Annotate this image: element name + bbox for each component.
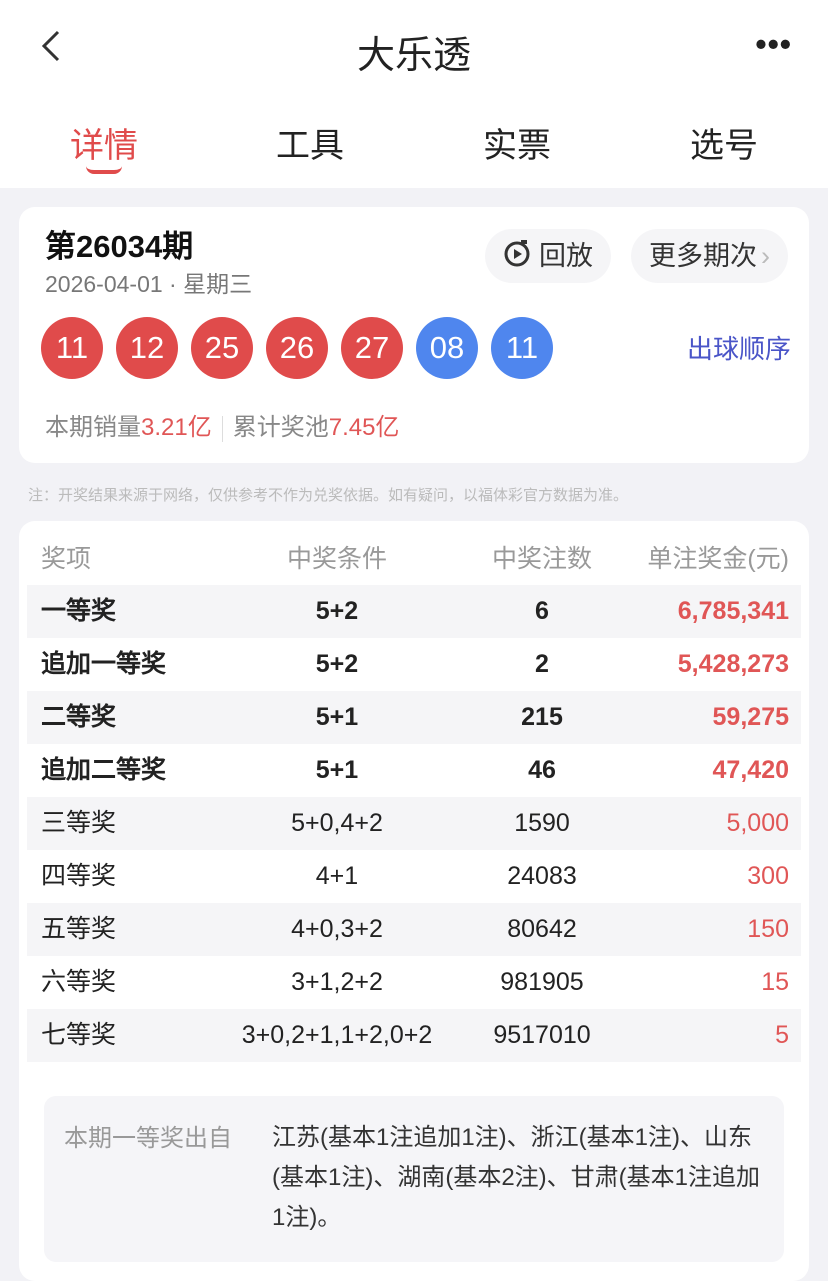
page-title: 大乐透 [356, 35, 471, 77]
table-row: 二等奖 5+1 215 59,275 [27, 691, 801, 744]
table-row: 四等奖 4+1 24083 300 [27, 850, 801, 903]
winner-count: 1590 [514, 809, 570, 837]
blue-ball: 08 [416, 317, 478, 379]
tab-tickets[interactable]: 实票 [483, 127, 551, 165]
header-winners: 中奖注数 [491, 545, 592, 573]
more-issues-label: 更多期次 [649, 241, 757, 271]
prize-condition: 4+0,3+2 [291, 915, 383, 943]
chevron-left-icon[interactable] [34, 26, 74, 66]
prize-name: 五等奖 [41, 915, 117, 943]
prize-amount: 5,000 [726, 809, 789, 837]
table-row: 三等奖 5+0,4+2 1590 5,000 [27, 797, 801, 850]
winner-count: 80642 [507, 915, 577, 943]
pool-value: 7.45亿 [328, 414, 400, 441]
winner-count: 981905 [500, 968, 584, 996]
red-ball: 25 [191, 317, 253, 379]
sales-value: 3.21亿 [141, 414, 212, 441]
prize-condition: 5+2 [315, 650, 359, 678]
red-ball: 11 [41, 317, 103, 379]
header-condition: 中奖条件 [286, 545, 387, 573]
more-issues-button[interactable]: 更多期次 › [631, 229, 788, 283]
prize-name: 三等奖 [41, 809, 117, 837]
replay-label: 回放 [539, 241, 593, 271]
prize-condition: 5+1 [315, 756, 359, 784]
prize-name: 四等奖 [41, 862, 117, 890]
table-row: 一等奖 5+2 6 6,785,341 [27, 585, 801, 638]
prize-amount: 15 [761, 968, 789, 996]
prize-amount: 300 [747, 862, 789, 890]
replay-button[interactable]: 回放 [485, 229, 611, 283]
prize-name: 六等奖 [41, 968, 117, 996]
prize-condition: 5+1 [315, 703, 359, 731]
issue-number: 第26034期 [45, 229, 194, 264]
winner-count: 2 [535, 650, 549, 678]
tab-bar: 详情 工具 实票 选号 [0, 118, 828, 168]
tab-tools[interactable]: 工具 [276, 127, 344, 165]
disclaimer-note: 注：开奖结果来源于网络，仅供参考不作为兑奖依据。如有疑问，以福体彩官方数据为准。 [28, 487, 629, 504]
draw-date: 2026-04-01 · 星期三 [45, 271, 253, 297]
table-row: 六等奖 3+1,2+2 981905 15 [27, 956, 801, 1009]
prize-name: 七等奖 [41, 1021, 117, 1049]
prize-amount: 150 [747, 915, 789, 943]
source-text: 江苏(基本1注追加1注)、浙江(基本1注)、山东(基本1注)、湖南(基本2注)、… [272, 1124, 761, 1231]
sales-info: 本期销量3.21亿 累计奖池7.45亿 [45, 407, 399, 442]
active-tab-indicator [86, 166, 122, 174]
red-ball: 12 [116, 317, 178, 379]
pool-label: 累计奖池 [232, 414, 329, 441]
table-row: 七等奖 3+0,2+1,1+2,0+2 9517010 5 [27, 1009, 801, 1062]
red-ball: 27 [341, 317, 403, 379]
prize-condition: 3+1,2+2 [291, 968, 383, 996]
winner-count: 215 [521, 703, 563, 731]
table-row: 追加一等奖 5+2 2 5,428,273 [27, 638, 801, 691]
tab-pick-numbers[interactable]: 选号 [690, 127, 758, 165]
blue-ball: 11 [491, 317, 553, 379]
prize-amount: 5 [775, 1021, 789, 1049]
draw-card: 第26034期 2026-04-01 · 星期三 回放 更多期次 › 11 12 … [19, 207, 809, 463]
play-timer-icon [503, 231, 531, 285]
table-row: 五等奖 4+0,3+2 80642 150 [27, 903, 801, 956]
top-bar: 大乐透 ••• 详情 工具 实票 选号 [0, 0, 828, 188]
chevron-right-icon: › [761, 241, 770, 271]
winner-count: 9517010 [493, 1021, 591, 1049]
winner-count: 6 [535, 597, 549, 625]
prize-name: 追加一等奖 [41, 650, 167, 678]
draw-order-link[interactable]: 出球顺序 [686, 334, 791, 364]
prize-condition: 5+2 [315, 597, 359, 625]
prize-amount: 59,275 [712, 703, 789, 731]
winner-count: 46 [528, 756, 556, 784]
prize-table: 奖项 中奖条件 中奖注数 单注奖金(元) 一等奖 5+2 6 6,785,341 追加一… [19, 521, 809, 1281]
prize-condition: 4+1 [315, 862, 359, 890]
header-prize: 奖项 [41, 545, 92, 573]
prize-name: 追加二等奖 [41, 756, 167, 784]
prize-amount: 5,428,273 [677, 650, 789, 678]
prize-amount: 6,785,341 [677, 597, 789, 625]
divider [221, 415, 223, 442]
prize-condition: 3+0,2+1,1+2,0+2 [241, 1021, 433, 1049]
table-header: 奖项 中奖条件 中奖注数 单注奖金(元) [27, 539, 801, 592]
red-ball: 26 [266, 317, 328, 379]
sales-label: 本期销量 [45, 414, 141, 441]
table-row: 追加二等奖 5+1 46 47,420 [27, 744, 801, 797]
header-amount: 单注奖金(元) [647, 545, 789, 573]
winner-count: 24083 [507, 862, 577, 890]
source-label: 本期一等奖出自 [64, 1125, 232, 1152]
prize-name: 二等奖 [41, 703, 117, 731]
first-prize-source: 本期一等奖出自 江苏(基本1注追加1注)、浙江(基本1注)、山东(基本1注)、湖… [44, 1096, 784, 1262]
prize-name: 一等奖 [41, 597, 117, 625]
prize-amount: 47,420 [712, 756, 789, 784]
more-icon[interactable]: ••• [755, 26, 792, 62]
prize-condition: 5+0,4+2 [291, 809, 383, 837]
tab-details[interactable]: 详情 [70, 127, 138, 165]
